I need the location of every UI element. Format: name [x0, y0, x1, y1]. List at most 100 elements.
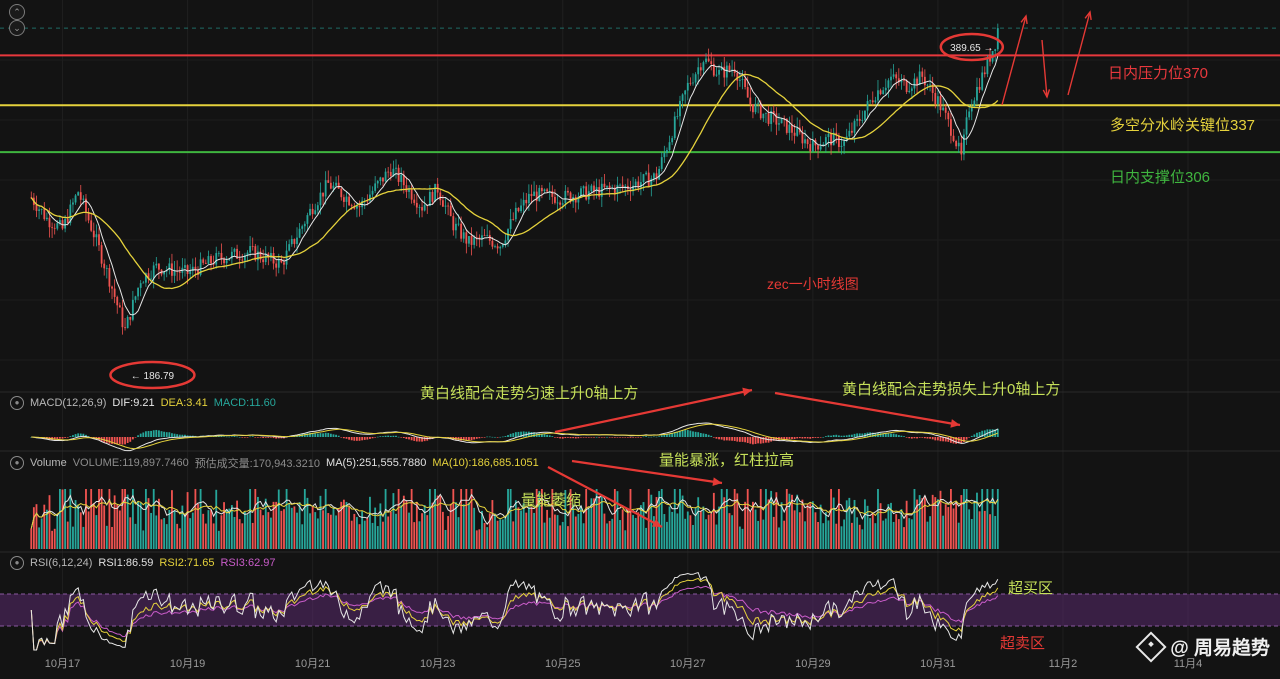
chevron-up-icon[interactable]: ⌃: [9, 4, 25, 20]
volume-annotation-up: 量能暴涨，红柱拉高: [659, 452, 795, 469]
volume-bar: [546, 509, 549, 549]
candle-body: [283, 262, 285, 265]
macd-bar: [728, 437, 731, 441]
volume-bar: [673, 489, 676, 549]
macd-bar: [129, 437, 132, 442]
annotation-arrow-macd-rise: [554, 388, 753, 434]
candle-body: [421, 207, 423, 211]
volume-bar: [835, 523, 838, 549]
candle-body: [564, 190, 567, 204]
volume-bar: [639, 505, 642, 549]
macd-bar: [653, 436, 655, 438]
macd-bar: [723, 437, 726, 441]
volume-bar: [973, 500, 976, 549]
eye-icon[interactable]: ●: [10, 456, 24, 470]
volume-bar: [392, 493, 395, 549]
macd-annotation-right: 黄白线配合走势损失上升0轴上方: [842, 381, 1061, 398]
volume-bar: [408, 512, 410, 549]
candle-body: [785, 118, 788, 133]
candle-body: [38, 209, 40, 211]
macd-bar: [329, 433, 332, 437]
macd-bar: [712, 437, 715, 438]
candle-body: [405, 185, 408, 192]
volume-bar: [144, 489, 147, 549]
eye-icon[interactable]: ●: [10, 556, 24, 570]
macd-bar: [395, 435, 397, 437]
candle-body: [856, 118, 859, 121]
candle-body: [913, 78, 916, 89]
candle-body: [408, 188, 410, 192]
macd-bar: [173, 433, 176, 437]
candle-body: [655, 173, 658, 180]
candle-body: [356, 205, 358, 209]
macd-bar: [314, 433, 317, 437]
macd-bar: [663, 434, 666, 437]
candle-body: [632, 185, 634, 192]
candle-body: [43, 209, 46, 220]
volume-bar: [293, 506, 296, 549]
macd-bar: [233, 436, 236, 437]
candle-body: [546, 189, 549, 192]
candle-body: [66, 218, 69, 223]
volume-bar: [158, 498, 160, 549]
macd-bar: [796, 437, 799, 439]
volume-bar: [59, 489, 61, 549]
eye-icon[interactable]: ●: [10, 396, 24, 410]
macd-indicator-name[interactable]: MACD(12,26,9): [30, 397, 107, 409]
candle-body: [264, 253, 267, 263]
volume-bar: [986, 489, 989, 549]
candle-body: [191, 266, 194, 271]
candle-body: [694, 74, 697, 83]
macd-bar: [392, 435, 395, 437]
macd-bar: [658, 436, 661, 437]
macd-bar: [970, 435, 973, 437]
candle-body: [163, 271, 166, 275]
macd-bar: [554, 437, 556, 438]
candle-body: [293, 238, 296, 244]
volume-bar: [415, 501, 418, 549]
volume-bar: [118, 510, 121, 549]
rsi2-line: [30, 577, 999, 651]
macd-bar: [738, 437, 741, 442]
macd-bar: [105, 437, 108, 443]
candle-body: [223, 258, 225, 264]
volume-bar: [864, 499, 866, 549]
candle-body: [942, 107, 945, 111]
volume-bar: [929, 516, 931, 549]
candle-body: [251, 246, 254, 247]
candle-body: [903, 80, 905, 81]
macd-bar: [580, 437, 582, 438]
volume-bar: [202, 513, 205, 549]
volume-bar: [421, 513, 423, 549]
projection-arrow: [1067, 11, 1091, 96]
volume-bar: [981, 489, 984, 549]
candle-body: [444, 205, 447, 207]
macd-bar: [366, 437, 369, 440]
macd-bar: [814, 437, 817, 438]
macd-bar: [770, 437, 773, 442]
volume-bar: [366, 517, 369, 549]
candle-body: [736, 72, 739, 81]
macd-bar: [832, 435, 835, 437]
macd-bar: [744, 437, 747, 443]
volume-bar: [405, 500, 408, 549]
chevron-down-icon[interactable]: ⌄: [9, 20, 25, 36]
volume-bar: [749, 511, 752, 549]
candle-body: [95, 234, 98, 238]
macd-bar: [499, 436, 502, 438]
volume-bar: [103, 505, 106, 549]
macd-bar: [481, 437, 483, 438]
macd-dif-value: DIF:9.21: [112, 397, 155, 409]
volume-indicator-name[interactable]: Volume: [30, 457, 67, 469]
candle-body: [767, 112, 770, 124]
candle-body: [540, 187, 543, 192]
volume-bar: [30, 528, 33, 549]
candle-body: [452, 216, 455, 231]
volume-bar: [199, 489, 202, 549]
rsi-indicator-name[interactable]: RSI(6,12,24): [30, 557, 93, 569]
candle-body: [64, 218, 67, 229]
volume-bar: [723, 497, 726, 549]
candle-body: [337, 182, 340, 189]
